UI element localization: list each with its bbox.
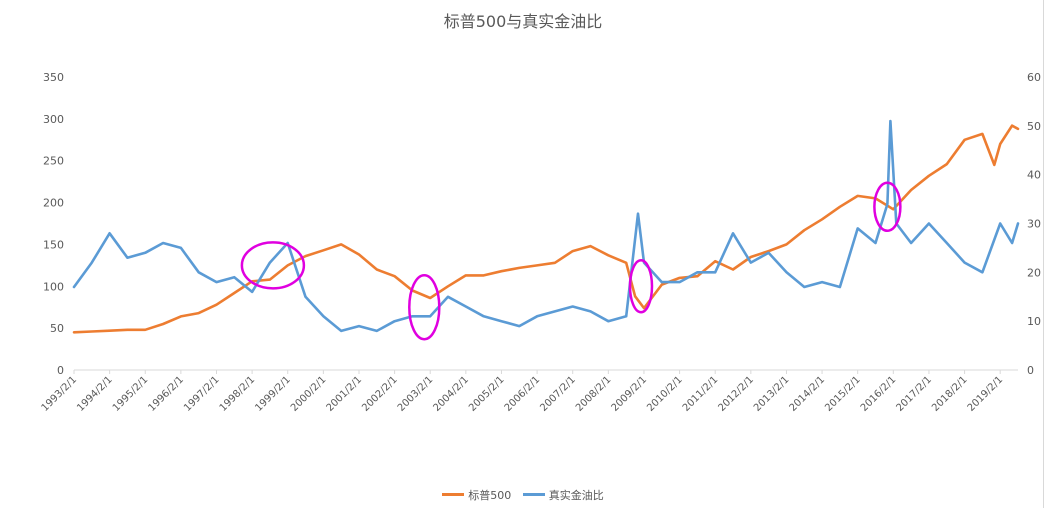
- x-tick-label: 2003/2/1: [396, 374, 436, 414]
- x-tick-label: 2014/2/1: [788, 374, 828, 414]
- left-tick-label: 150: [43, 238, 64, 251]
- right-edge-divider: [1043, 0, 1044, 508]
- series-layer: [72, 119, 1020, 334]
- x-tick-label: 1999/2/1: [253, 374, 293, 414]
- x-tick-label: 2009/2/1: [610, 374, 650, 414]
- left-tick-label: 50: [50, 322, 64, 335]
- left-tick-label: 200: [43, 197, 64, 210]
- x-tick-label: 1997/2/1: [182, 374, 222, 414]
- x-tick-label: 2007/2/1: [538, 374, 578, 414]
- x-tick-label: 2018/2/1: [930, 374, 970, 414]
- legend: 标普500 真实金油比: [0, 486, 1046, 503]
- right-tick-label: 50: [1027, 120, 1041, 133]
- legend-swatch-gold-oil: [522, 493, 545, 496]
- right-tick-label: 10: [1027, 315, 1041, 328]
- right-axis: 0 10 20 30 40 50 60: [1027, 71, 1041, 377]
- x-tick-label: 1994/2/1: [75, 374, 115, 414]
- annotation-layer: [240, 181, 902, 341]
- x-tick-label: 2010/2/1: [645, 374, 685, 414]
- legend-item-sp500[interactable]: 标普500: [442, 487, 511, 503]
- right-tick-label: 20: [1027, 266, 1041, 279]
- x-tick-label: 2013/2/1: [752, 374, 792, 414]
- right-tick-label: 40: [1027, 169, 1041, 182]
- left-tick-label: 250: [43, 155, 64, 168]
- annotation-ellipse: [873, 181, 902, 233]
- x-tick-label: 2015/2/1: [823, 374, 863, 414]
- annotation-ellipse: [240, 241, 306, 290]
- x-tick-label: 2008/2/1: [574, 374, 614, 414]
- x-tick-label: 2005/2/1: [467, 374, 507, 414]
- x-tick-label: 2019/2/1: [966, 374, 1006, 414]
- series-line-gold-oil: [72, 119, 1020, 333]
- left-tick-label: 350: [43, 71, 64, 84]
- left-tick-label: 100: [43, 280, 64, 293]
- x-tick-label: 2017/2/1: [895, 374, 935, 414]
- x-tick-label: 1993/2/1: [40, 374, 80, 414]
- left-tick-label: 300: [43, 113, 64, 126]
- right-tick-label: 60: [1027, 71, 1041, 84]
- x-tick-label: 2001/2/1: [325, 374, 365, 414]
- annotation-ellipse: [408, 273, 441, 341]
- chart-title: 标普500与真实金油比: [443, 12, 603, 31]
- x-axis: 1993/2/11994/2/11995/2/11996/2/11997/2/1…: [40, 370, 1006, 414]
- x-tick-label: 1995/2/1: [111, 374, 151, 414]
- x-tick-label: 2000/2/1: [289, 374, 329, 414]
- left-tick-label: 0: [57, 364, 64, 377]
- left-axis: 0 50 100 150 200 250 300 350: [43, 71, 64, 377]
- right-tick-label: 0: [1027, 364, 1034, 377]
- legend-label-sp500: 标普500: [468, 488, 512, 502]
- x-tick-label: 2002/2/1: [360, 374, 400, 414]
- x-tick-label: 1996/2/1: [146, 374, 186, 414]
- legend-label-gold-oil: 真实金油比: [548, 488, 604, 502]
- x-tick-label: 2011/2/1: [681, 374, 721, 414]
- x-tick-label: 1998/2/1: [218, 374, 258, 414]
- legend-swatch-sp500: [442, 493, 465, 496]
- x-tick-label: 2004/2/1: [431, 374, 471, 414]
- right-tick-label: 30: [1027, 218, 1041, 231]
- annotation-ellipse: [628, 259, 654, 314]
- legend-item-gold-oil[interactable]: 真实金油比: [522, 487, 604, 503]
- x-tick-label: 2016/2/1: [859, 374, 899, 414]
- x-tick-label: 2006/2/1: [503, 374, 543, 414]
- series-line-sp500: [72, 124, 1020, 334]
- x-tick-label: 2012/2/1: [716, 374, 756, 414]
